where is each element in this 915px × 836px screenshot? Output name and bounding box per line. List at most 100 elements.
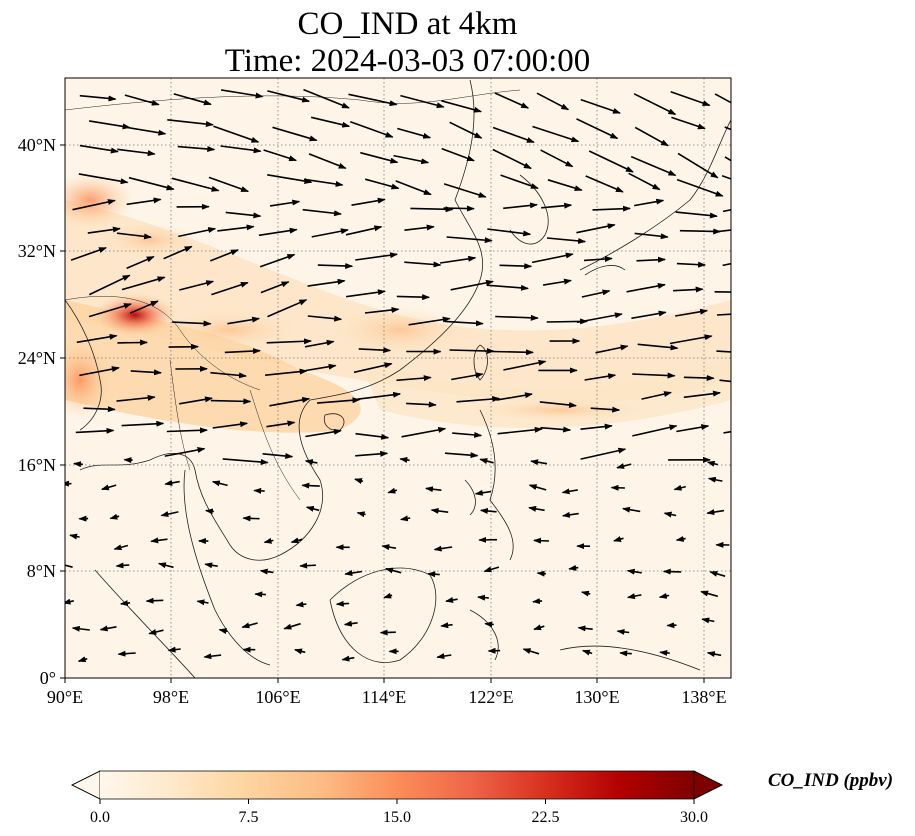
wind-arrow [721,174,731,180]
wind-arrow [204,508,214,515]
wind-arrow [443,183,487,198]
wind-arrow [217,224,255,232]
wind-arrow [396,375,432,382]
wind-arrow [433,545,453,552]
wind-arrow [163,245,193,260]
wind-arrow [561,511,579,518]
axis-ticks [60,144,705,683]
wind-arrow [79,366,120,377]
wind-arrow [722,208,731,213]
map-time-subtitle: Time: 2024-03-03 07:00:00 [224,43,591,79]
colorbar-tick-label: 30.0 [680,809,708,826]
wind-arrow [78,173,129,185]
wind-arrow [119,600,131,607]
wind-arrow [445,597,458,603]
wind-arrow [641,391,672,400]
wind-arrow [262,453,294,460]
lon-tick-labels: 90°E 98°E 106°E 114°E 122°E 130°E 138°E [47,687,727,707]
wind-arrow [295,601,307,608]
wind-arrow [706,460,718,467]
wind-arrow [400,94,445,109]
wind-arrow [305,428,342,438]
wind-arrow [479,458,494,464]
wind-arrow [662,568,682,575]
wind-arrow [474,489,492,496]
wind-arrow [116,394,156,402]
wind-arrow [663,511,677,518]
colorbar-gradient [100,771,694,799]
wind-arrow [164,447,206,457]
wind-arrow [88,274,131,296]
wind-arrow [634,198,665,207]
lat-tick-label: 16°N [18,455,56,475]
wind-arrow [675,211,718,219]
wind-arrow [714,229,731,233]
wind-arrow [536,570,546,577]
wind-arrow [130,369,162,376]
wind-arrow [576,312,623,324]
wind-arrow [360,151,399,164]
wind-arrow [179,280,215,291]
wind-arrow [487,228,532,237]
wind-arrow [353,362,393,374]
wind-arrow [345,289,386,298]
wind-arrow [344,570,363,576]
wind-arrow [444,452,479,459]
wind-arrow [533,537,550,544]
wind-arrow [305,363,337,372]
wind-arrow [210,249,239,262]
wind-arrow [265,368,308,376]
wind-arrow [619,650,632,657]
wind-arrow [500,174,539,190]
wind-arrow [124,126,167,136]
wind-arrow [210,398,252,405]
wind-arrow [491,349,534,356]
wind-arrow [355,432,390,440]
wind-arrow [671,116,706,130]
wind-arrow [204,562,218,569]
wind-arrow [208,176,250,193]
wind-arrow [222,458,269,466]
wind-arrow [109,513,120,520]
wind-arrow [532,125,580,143]
wind-arrow [673,484,686,491]
wind-arrow [576,223,616,234]
wind-arrow [634,232,669,240]
wind-arrow [177,145,216,153]
wind-arrow [658,592,670,599]
wind-arrow [310,116,351,128]
wind-arrow [356,511,366,518]
wind-arrow [213,125,260,143]
wind-arrow [441,100,483,113]
wind-arrow [79,144,119,154]
lat-tick-label: 32°N [18,241,56,261]
wind-arrow [427,571,440,578]
colorbar-tick-label: 0.0 [90,809,110,826]
wind-arrow [258,227,298,237]
wind-arrow [561,488,578,495]
map-title: CO_IND at 4km [297,6,518,42]
wind-arrow [160,511,179,517]
wind-arrow [355,450,389,457]
wind-arrow [533,624,545,631]
wind-arrow [335,600,350,607]
wind-arrow [173,93,212,106]
wind-arrow [449,348,495,355]
lon-tick-label: 106°E [255,687,300,707]
wind-arrow [584,373,617,381]
wind-arrow [723,430,731,434]
wind-arrow [99,625,117,632]
wind-arrow [580,590,591,597]
wind-arrow [540,426,572,433]
wind-arrow [675,308,709,317]
wind-arrow [126,255,155,270]
wind-arrow [393,154,430,165]
wind-arrow [496,392,533,401]
wind-arrow [503,202,538,210]
wind-arrow [358,347,392,354]
wind-arrow [683,390,721,399]
wind-arrow [167,119,214,128]
wind-arrow [547,179,583,192]
wind-arrow [267,299,308,318]
wind-arrow [497,426,543,435]
